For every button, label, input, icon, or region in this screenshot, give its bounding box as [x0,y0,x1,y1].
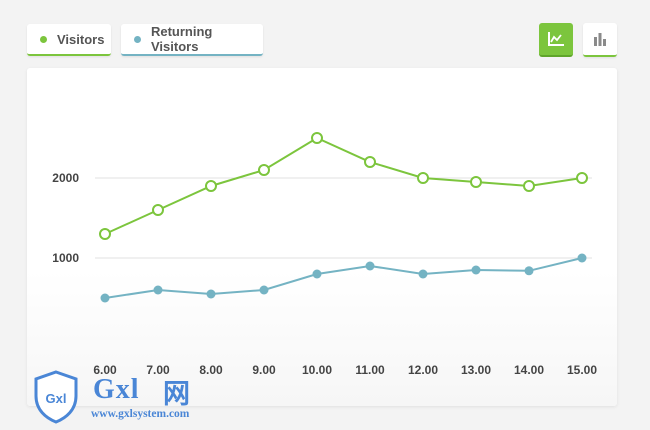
visitors-point [258,164,270,176]
visitors-point [311,132,323,144]
line-chart-toggle-button[interactable] [539,23,573,57]
returning-visitors-point [206,289,216,299]
visitors-point [417,172,429,184]
visitors-point [99,228,111,240]
returning-visitors-point [259,285,269,295]
x-tick-label: 14.00 [514,363,544,377]
returning-visitors-point [471,265,481,275]
returning-visitors-point [524,266,534,276]
visitors-point [470,176,482,188]
chart-panel: 1000 2000 6.00 7.00 8.00 9.00 10.00 11.00 12.00 1… [27,68,617,406]
legend-returning-visitors-button[interactable]: Returning Visitors [121,24,263,56]
returning-visitors-point [577,253,587,263]
legend-visitors-button[interactable]: Visitors [27,24,111,56]
x-tick-label: 12.00 [408,363,438,377]
legend-returning-label: Returning Visitors [150,24,213,54]
returning-visitors-line [104,257,583,299]
x-tick-label: 11.00 [355,363,385,377]
returning-visitors-point [418,269,428,279]
visitors-line [104,136,583,235]
x-tick-label: 9.00 [252,363,276,377]
y-tick-label: 2000 [52,171,79,185]
x-tick-label: 10.00 [302,363,332,377]
x-tick-label: 13.00 [461,363,491,377]
visitors-dot-icon [40,35,47,43]
bar-chart-icon [594,33,606,46]
returning-visitors-point [153,285,163,295]
visitors-point [364,156,376,168]
watermark-url: www.gxlsystem.com [91,408,190,420]
y-tick-label: 1000 [52,251,79,265]
x-tick-label: 15.00 [567,363,597,377]
returning-visitors-point [365,261,375,271]
returning-visitors-point [312,269,322,279]
x-tick-label: 6.00 [93,363,117,377]
bar-chart-toggle-button[interactable] [583,23,617,57]
x-tick-label: 7.00 [146,363,170,377]
visitors-point [576,172,588,184]
line-chart: 1000 2000 6.00 7.00 8.00 9.00 10.00 11.00 12.00 1… [52,132,597,377]
x-tick-label: 8.00 [199,363,223,377]
legend-visitors-label: Visitors [57,31,105,47]
returning-visitors-point [100,293,110,303]
line-chart-icon [548,32,564,46]
visitors-point [152,204,164,216]
visitors-point [523,180,535,192]
returning-dot-icon [134,35,141,43]
visitors-point [205,180,217,192]
